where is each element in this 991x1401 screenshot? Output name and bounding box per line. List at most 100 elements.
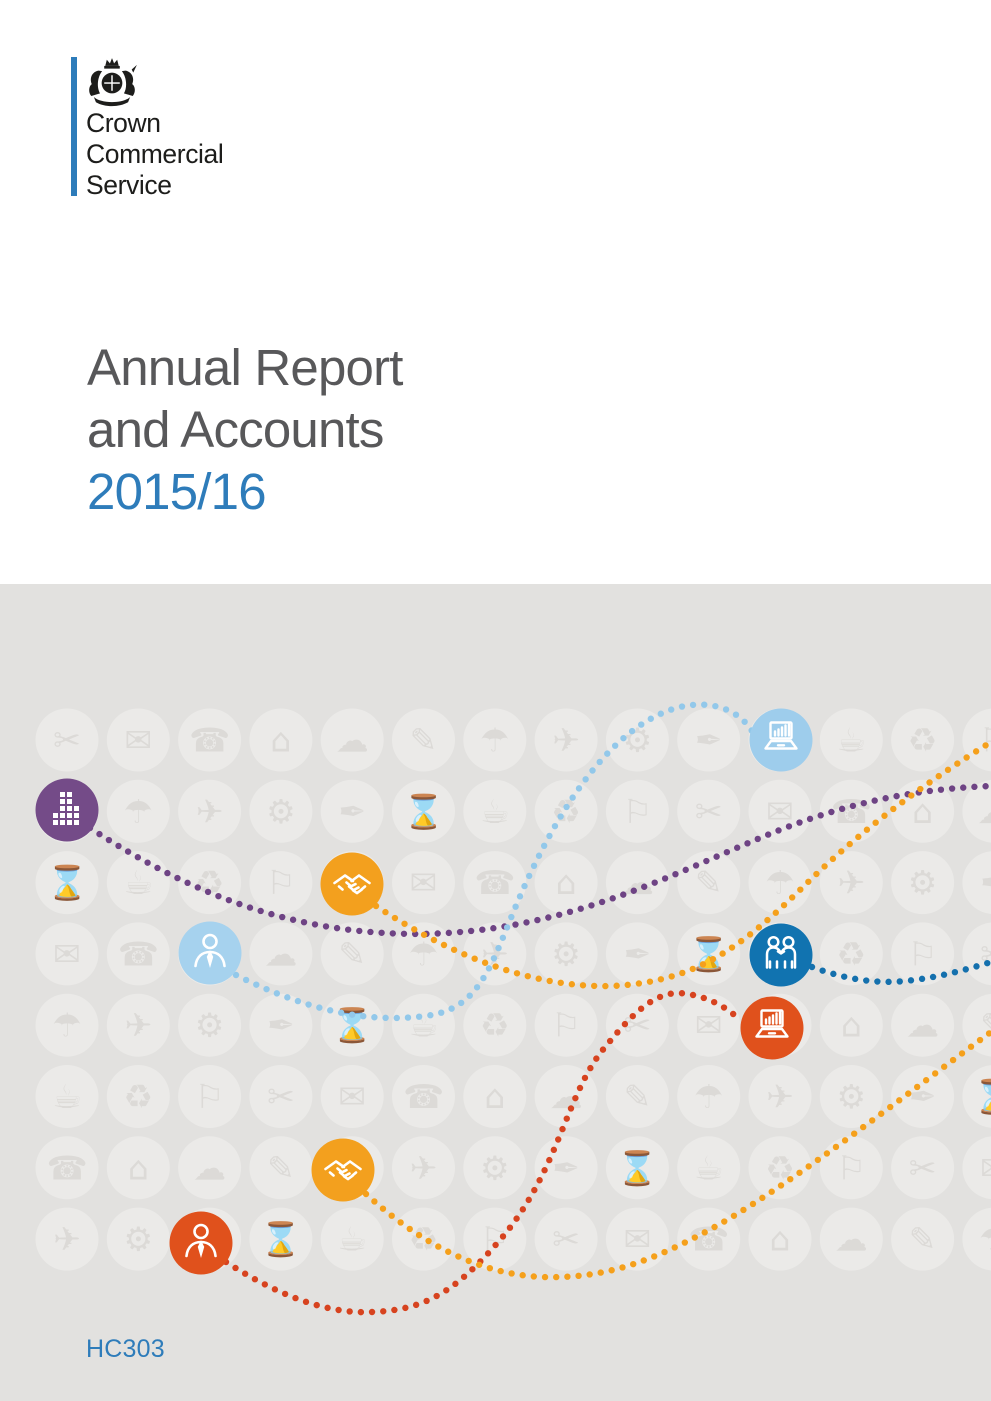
pattern-icon: ✉ (605, 1207, 669, 1271)
partnership-icon (765, 935, 797, 969)
svg-text:☕: ☕ (480, 792, 510, 831)
svg-text:✎: ✎ (267, 1148, 295, 1187)
svg-text:⌛: ⌛ (46, 863, 87, 902)
pattern-icon: ⌂ (106, 1136, 170, 1200)
pattern-icon: ⚐ (891, 922, 955, 986)
svg-text:✉: ✉ (980, 1148, 991, 1187)
orange-dotted-curve-bottom (362, 1028, 991, 1281)
svg-text:☕: ☕ (694, 1148, 724, 1187)
handshake-icon (333, 874, 371, 895)
pattern-icon: ⚙ (178, 993, 242, 1057)
feature-circle-buildings (35, 778, 99, 842)
svg-text:☁: ☁ (193, 1148, 226, 1187)
pattern-icon: ♻ (392, 1207, 455, 1271)
light-blue-dotted-curve (232, 701, 756, 1022)
svg-text:♻: ♻ (908, 721, 938, 760)
svg-text:⚙: ⚙ (124, 1220, 154, 1259)
pattern-icon: ♻ (178, 851, 242, 915)
pattern-icon: ✈ (534, 708, 598, 772)
pattern-icon: ☂ (463, 708, 527, 772)
svg-text:☁: ☁ (835, 1220, 868, 1259)
pattern-icon: ⌛ (392, 779, 455, 843)
pattern-icon: ✉ (748, 779, 812, 843)
pattern-icon: ✈ (35, 1207, 99, 1271)
pattern-icon: ☎ (392, 1065, 455, 1128)
pattern-icon: ⚐ (534, 993, 598, 1057)
pattern-icon: ♻ (463, 993, 527, 1057)
pattern-icon: ☂ (392, 922, 455, 986)
pattern-icon: ✒ (891, 1065, 955, 1128)
pattern-icon: ⚐ (605, 779, 669, 843)
svg-text:✈: ✈ (410, 1148, 438, 1187)
svg-text:☁: ☁ (264, 934, 297, 973)
svg-text:⌂: ⌂ (556, 863, 577, 902)
pattern-icon: ☁ (819, 1207, 883, 1271)
pattern-icon: ✂ (249, 1065, 313, 1128)
crest-detail (104, 75, 120, 91)
svg-text:✎: ✎ (338, 934, 366, 973)
title-line-2: and Accounts (87, 401, 384, 458)
svg-text:✈: ✈ (837, 863, 865, 902)
svg-text:⚐: ⚐ (979, 721, 991, 760)
pattern-icon: ☕ (677, 1136, 741, 1200)
cover-artwork-panel: ✂ ✉ ☎ ⌂ ☁ ✎ ☂ ✈ ⚙ ✒ ⌛ ☕ ♻ ⚐ (0, 584, 991, 1401)
pattern-icon: ✎ (962, 993, 991, 1057)
pattern-icon: ✉ (677, 993, 741, 1057)
pattern-icon: ☂ (748, 851, 812, 915)
pattern-icon: ✉ (320, 1065, 384, 1128)
svg-text:✒: ✒ (909, 1077, 937, 1116)
dark-blue-dotted-curve (808, 958, 991, 986)
svg-text:☎: ☎ (474, 863, 515, 902)
pattern-icon: ⚐ (962, 708, 991, 772)
pattern-icon: ⚐ (178, 1065, 242, 1128)
svg-text:✈: ✈ (124, 1006, 152, 1045)
pattern-icon: ⌛ (605, 1136, 669, 1200)
pattern-icon: ⌛ (35, 851, 99, 915)
logo-wordmark: Crown Commercial Service (86, 108, 306, 201)
svg-text:⚐: ⚐ (908, 934, 938, 973)
hc-reference: HC303 (86, 1335, 165, 1363)
pattern-icon: ✉ (962, 1136, 991, 1200)
pattern-icon: ☂ (106, 779, 170, 843)
svg-text:✒: ✒ (552, 1148, 580, 1187)
pattern-icon: ✒ (320, 779, 384, 843)
report-title: Annual Report and Accounts 2015/16 (87, 337, 403, 523)
svg-text:⚐: ⚐ (623, 792, 653, 831)
svg-text:☎: ☎ (46, 1148, 87, 1187)
pattern-icon: ✂ (605, 993, 669, 1057)
pattern-icon: ⌂ (249, 708, 313, 772)
pattern-icon: ☁ (249, 922, 313, 986)
svg-text:✎: ✎ (695, 863, 723, 902)
pattern-icon: ☎ (463, 851, 527, 915)
svg-text:⌛: ⌛ (617, 1148, 658, 1187)
pattern-icon: ☎ (106, 922, 170, 986)
svg-text:⌂: ⌂ (484, 1077, 505, 1116)
feature-circle-people-partnership (749, 923, 813, 987)
pattern-icon: ☂ (677, 1065, 741, 1128)
pattern-icon: ☎ (677, 1207, 741, 1271)
pattern-icon: ⌂ (534, 851, 598, 915)
svg-text:⌂: ⌂ (912, 792, 933, 831)
svg-text:☂: ☂ (694, 1077, 724, 1116)
svg-text:⚐: ⚐ (195, 1077, 225, 1116)
pattern-icon: ⚙ (106, 1207, 170, 1271)
pattern-icon: ✎ (891, 1207, 955, 1271)
pattern-icon: ☁ (534, 1065, 598, 1128)
svg-text:✒: ✒ (695, 721, 723, 760)
pattern-icon: ✎ (677, 851, 741, 915)
svg-text:⚙: ⚙ (480, 1148, 510, 1187)
pattern-icon: ✈ (106, 993, 170, 1057)
pattern-icon: ☕ (463, 779, 527, 843)
logo-blue-bar (71, 57, 77, 196)
svg-text:⚐: ⚐ (480, 1220, 510, 1259)
pattern-icon: ☁ (962, 779, 991, 843)
svg-text:✉: ✉ (624, 1220, 652, 1259)
svg-text:⚙: ⚙ (623, 721, 653, 760)
feature-circle-deal-handshake (320, 852, 384, 916)
svg-text:✉: ✉ (695, 1006, 723, 1045)
pattern-icon: ♻ (106, 1065, 170, 1128)
svg-text:✉: ✉ (53, 934, 81, 973)
svg-text:✂: ✂ (909, 1148, 937, 1187)
pattern-icon: ♻ (534, 779, 598, 843)
pattern-icon: ⚙ (534, 922, 598, 986)
